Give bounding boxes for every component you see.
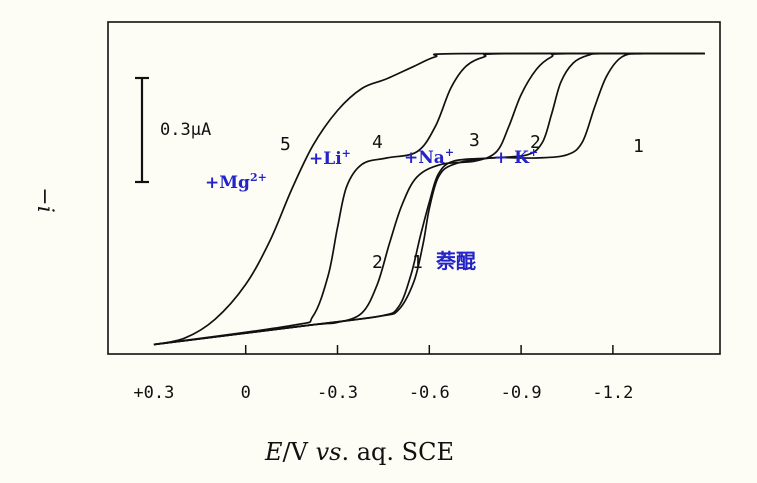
annotation-na: +Na+ [404,146,454,168]
x-label-e: E [264,438,283,466]
x-tick-label: +0.3 [133,383,174,403]
x-tick-label: -1.2 [592,383,633,403]
annotation-na-text: +Na [404,148,445,168]
scale-bar-label: 0.3μA [160,120,211,140]
y-axis-label: −i [32,187,57,212]
curve-label-4: 4 [372,132,383,153]
x-label-vs: vs [316,438,342,466]
curve-label-3: 3 [469,130,480,151]
curve-label-5: 5 [280,134,291,155]
annotation-mg-text: +Mg [205,173,250,193]
x-tick-label: -0.6 [409,383,450,403]
annotation-na-sup: + [445,146,454,159]
annotation-mg: +Mg2+ [205,171,267,193]
annotation-k-text: + K [494,148,530,168]
x-axis-ticks: +0.3 0 -0.3 -0.6 -0.9 -1.2 [133,345,633,403]
x-label-slash-v: /V [283,438,316,466]
curve-label-2-top: 2 [530,132,541,153]
curve-1 [153,52,705,346]
curve-3 [153,52,705,346]
curves-group [153,52,705,346]
annotation-k: + K+ [494,146,538,168]
annotation-k-sup: + [529,146,538,159]
curve-4 [153,52,705,346]
curve-5 [153,52,705,346]
plot-frame [107,21,721,355]
x-tick-label: 0 [241,383,251,403]
x-tick-label: -0.3 [317,383,358,403]
curve-2 [153,52,705,346]
curve-label-1-top: 1 [633,136,644,157]
x-tick-label: -0.9 [501,383,542,403]
x-label-rest: . aq. SCE [341,438,454,466]
curve-label-2-bottom: 2 [372,252,383,273]
annotation-li-sup: + [342,147,351,160]
annotation-li-text: +Li [309,149,342,169]
curve-label-1-bottom: 1 [412,252,423,273]
annotation-mg-sup: 2+ [250,171,267,184]
annotation-naphthoquinone: 萘醌 [435,249,476,273]
annotation-li: +Li+ [309,147,351,169]
scale-bar [135,76,149,184]
x-axis-label: E/V vs. aq. SCE [264,438,454,466]
